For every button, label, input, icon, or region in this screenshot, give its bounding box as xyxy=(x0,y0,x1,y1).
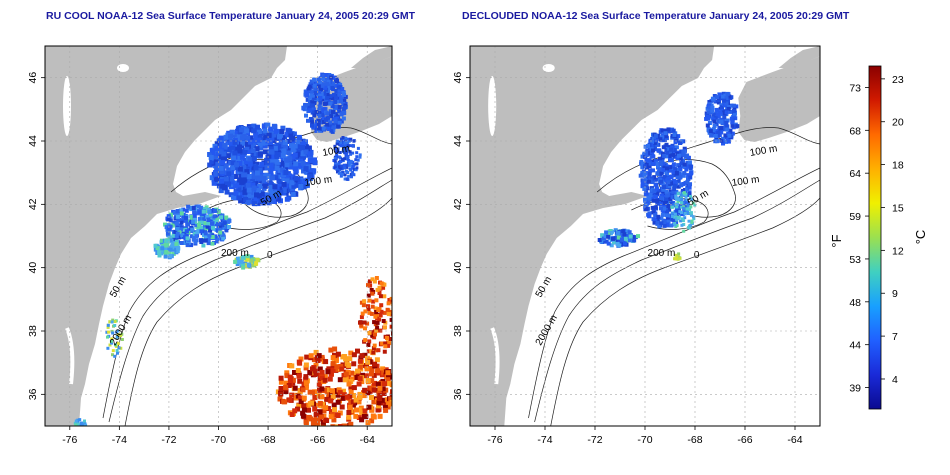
cape-breton xyxy=(778,46,820,68)
celsius-tick-label: 4 xyxy=(892,374,898,386)
y-tick-label: 42 xyxy=(452,198,464,210)
x-tick-label: -72 xyxy=(587,434,602,446)
y-tick-label: 40 xyxy=(27,262,39,274)
temperature-colorbar: 73 68 64 59 53 48 44 39 23 20 18 15 12 9 7 4 °F °C xyxy=(829,65,928,410)
x-tick-label: -64 xyxy=(787,434,802,446)
bathymetry-contour xyxy=(534,179,820,423)
contour-label: 0 xyxy=(267,250,273,261)
x-tick-label: -70 xyxy=(637,434,652,446)
map-frame xyxy=(44,45,393,427)
y-tick-label: 44 xyxy=(452,135,464,147)
y-tick-label: 42 xyxy=(27,198,39,210)
y-tick-label: 46 xyxy=(452,72,464,84)
contour-label: 200 m xyxy=(648,248,676,259)
x-tick-label: -70 xyxy=(211,434,226,446)
x-tick-label: -66 xyxy=(310,434,325,446)
contour-label: 100 m xyxy=(304,174,333,189)
x-tick-label: -76 xyxy=(62,434,77,446)
fahrenheit-tick-label: 64 xyxy=(849,168,861,180)
contour-label: 0 xyxy=(694,250,700,261)
chesapeake-bay xyxy=(65,327,75,385)
x-tick-label: -68 xyxy=(260,434,275,446)
bathymetry-contour xyxy=(124,197,392,426)
fahrenheit-tick-label: 39 xyxy=(849,383,861,395)
y-tick-label: 38 xyxy=(452,325,464,337)
sst-data xyxy=(73,72,392,426)
contour-label: 100 m xyxy=(322,143,351,159)
x-tick-label: -72 xyxy=(161,434,176,446)
y-tick-label: 46 xyxy=(27,72,39,84)
fahrenheit-tick-label: 59 xyxy=(849,211,861,223)
fahrenheit-tick-label: 44 xyxy=(849,340,861,352)
x-tick-label: -76 xyxy=(487,434,502,446)
celsius-tick-label: 23 xyxy=(892,74,904,86)
y-tick-label: 36 xyxy=(27,388,39,400)
contour-label: 100 m xyxy=(749,143,778,159)
fahrenheit-tick-label: 53 xyxy=(849,254,861,266)
x-tick-label: -64 xyxy=(360,434,375,446)
contour-label: 200 m xyxy=(221,248,249,259)
chesapeake-bay xyxy=(490,327,500,385)
fahrenheit-label: °F xyxy=(829,234,844,247)
lake xyxy=(117,64,129,72)
x-tick-label: -68 xyxy=(687,434,702,446)
y-tick-label: 36 xyxy=(452,388,464,400)
lake xyxy=(542,64,555,72)
celsius-tick-label: 9 xyxy=(892,288,898,300)
fahrenheit-tick-label: 73 xyxy=(849,82,861,94)
sst-data xyxy=(597,91,740,261)
bathymetry-contour xyxy=(631,198,709,230)
celsius-label: °C xyxy=(913,230,928,245)
cape-breton xyxy=(351,46,392,68)
celsius-tick-label: 12 xyxy=(892,245,904,257)
map-frame xyxy=(469,45,821,427)
lake-champlain xyxy=(488,76,497,136)
y-tick-label: 40 xyxy=(452,262,464,274)
left-map-title: RU COOL NOAA-12 Sea Surface Temperature … xyxy=(46,10,416,22)
long-island xyxy=(566,196,585,204)
x-tick-label: -66 xyxy=(737,434,752,446)
y-tick-label: 44 xyxy=(27,135,39,147)
fahrenheit-tick-label: 48 xyxy=(849,297,861,309)
bathymetry-contour xyxy=(550,197,820,426)
celsius-tick-label: 15 xyxy=(892,202,904,214)
long-island xyxy=(141,196,159,204)
lake-champlain xyxy=(63,76,71,136)
x-tick-label: -74 xyxy=(537,434,552,446)
right-map-title: DECLOUDED NOAA-12 Sea Surface Temperatur… xyxy=(462,10,850,22)
contour-label: 100 m xyxy=(731,174,760,189)
nova-scotia xyxy=(738,56,820,142)
y-tick-label: 38 xyxy=(27,325,39,337)
celsius-tick-label: 18 xyxy=(892,160,904,172)
bathymetry-contour xyxy=(108,179,392,423)
x-tick-label: -74 xyxy=(112,434,127,446)
celsius-tick-label: 20 xyxy=(892,117,904,129)
colorbar-gradient xyxy=(868,65,882,410)
fahrenheit-tick-label: 68 xyxy=(849,125,861,137)
celsius-tick-label: 7 xyxy=(892,331,898,343)
